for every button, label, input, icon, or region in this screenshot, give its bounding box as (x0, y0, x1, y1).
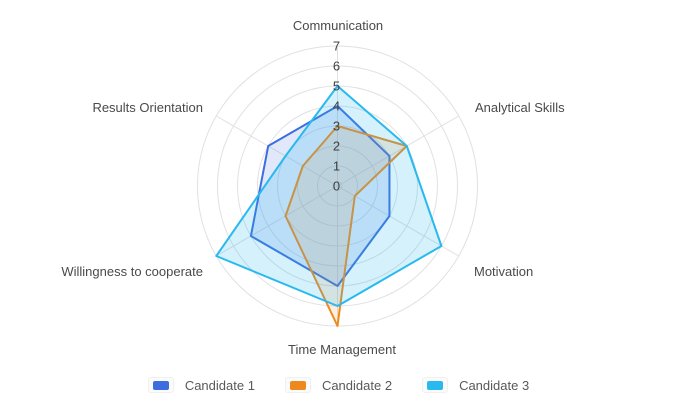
tick-label: 7 (333, 39, 340, 54)
legend-marker (147, 377, 174, 393)
grid-spoke (216, 185, 338, 257)
grid-spoke (216, 115, 338, 187)
legend: Candidate 1 Candidate 2 Candidate 3 (0, 377, 677, 393)
grid-spoke (337, 185, 459, 257)
legend-item-candidate-1[interactable]: Candidate 1 (147, 377, 255, 393)
legend-marker (284, 377, 311, 393)
axis-label-analytical-skills: Analytical Skills (475, 100, 565, 115)
axis-label-willingness-to-cooperate: Willingness to cooperate (61, 264, 203, 279)
series-polygon-candidate-1 (249, 105, 391, 287)
axis-label-results-orientation: Results Orientation (92, 100, 203, 115)
tick-label: 2 (333, 139, 340, 154)
legend-label: Candidate 2 (321, 377, 393, 393)
legend-item-candidate-2[interactable]: Candidate 2 (284, 377, 393, 393)
axis-label-time-management: Time Management (288, 342, 396, 357)
legend-swatch-icon (152, 380, 169, 390)
grid-spoke (337, 115, 459, 187)
series-polygon-candidate-3 (215, 85, 443, 307)
axis-label-motivation: Motivation (474, 264, 534, 279)
legend-label: Candidate 1 (184, 377, 255, 393)
legend-swatch-icon (427, 380, 444, 390)
tick-label: 0 (333, 179, 340, 194)
tick-label: 4 (333, 99, 340, 114)
tick-label: 3 (333, 119, 340, 134)
legend-swatch-icon (289, 380, 306, 390)
legend-marker (422, 377, 449, 393)
tick-label: 1 (333, 159, 340, 174)
axis-label-communication: Communication (292, 18, 384, 33)
tick-label: 6 (333, 59, 340, 74)
legend-label: Candidate 3 (459, 377, 530, 393)
tick-label: 5 (333, 79, 340, 94)
legend-item-candidate-3[interactable]: Candidate 3 (422, 377, 529, 393)
